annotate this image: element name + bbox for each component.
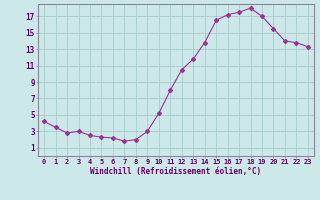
X-axis label: Windchill (Refroidissement éolien,°C): Windchill (Refroidissement éolien,°C)	[91, 167, 261, 176]
